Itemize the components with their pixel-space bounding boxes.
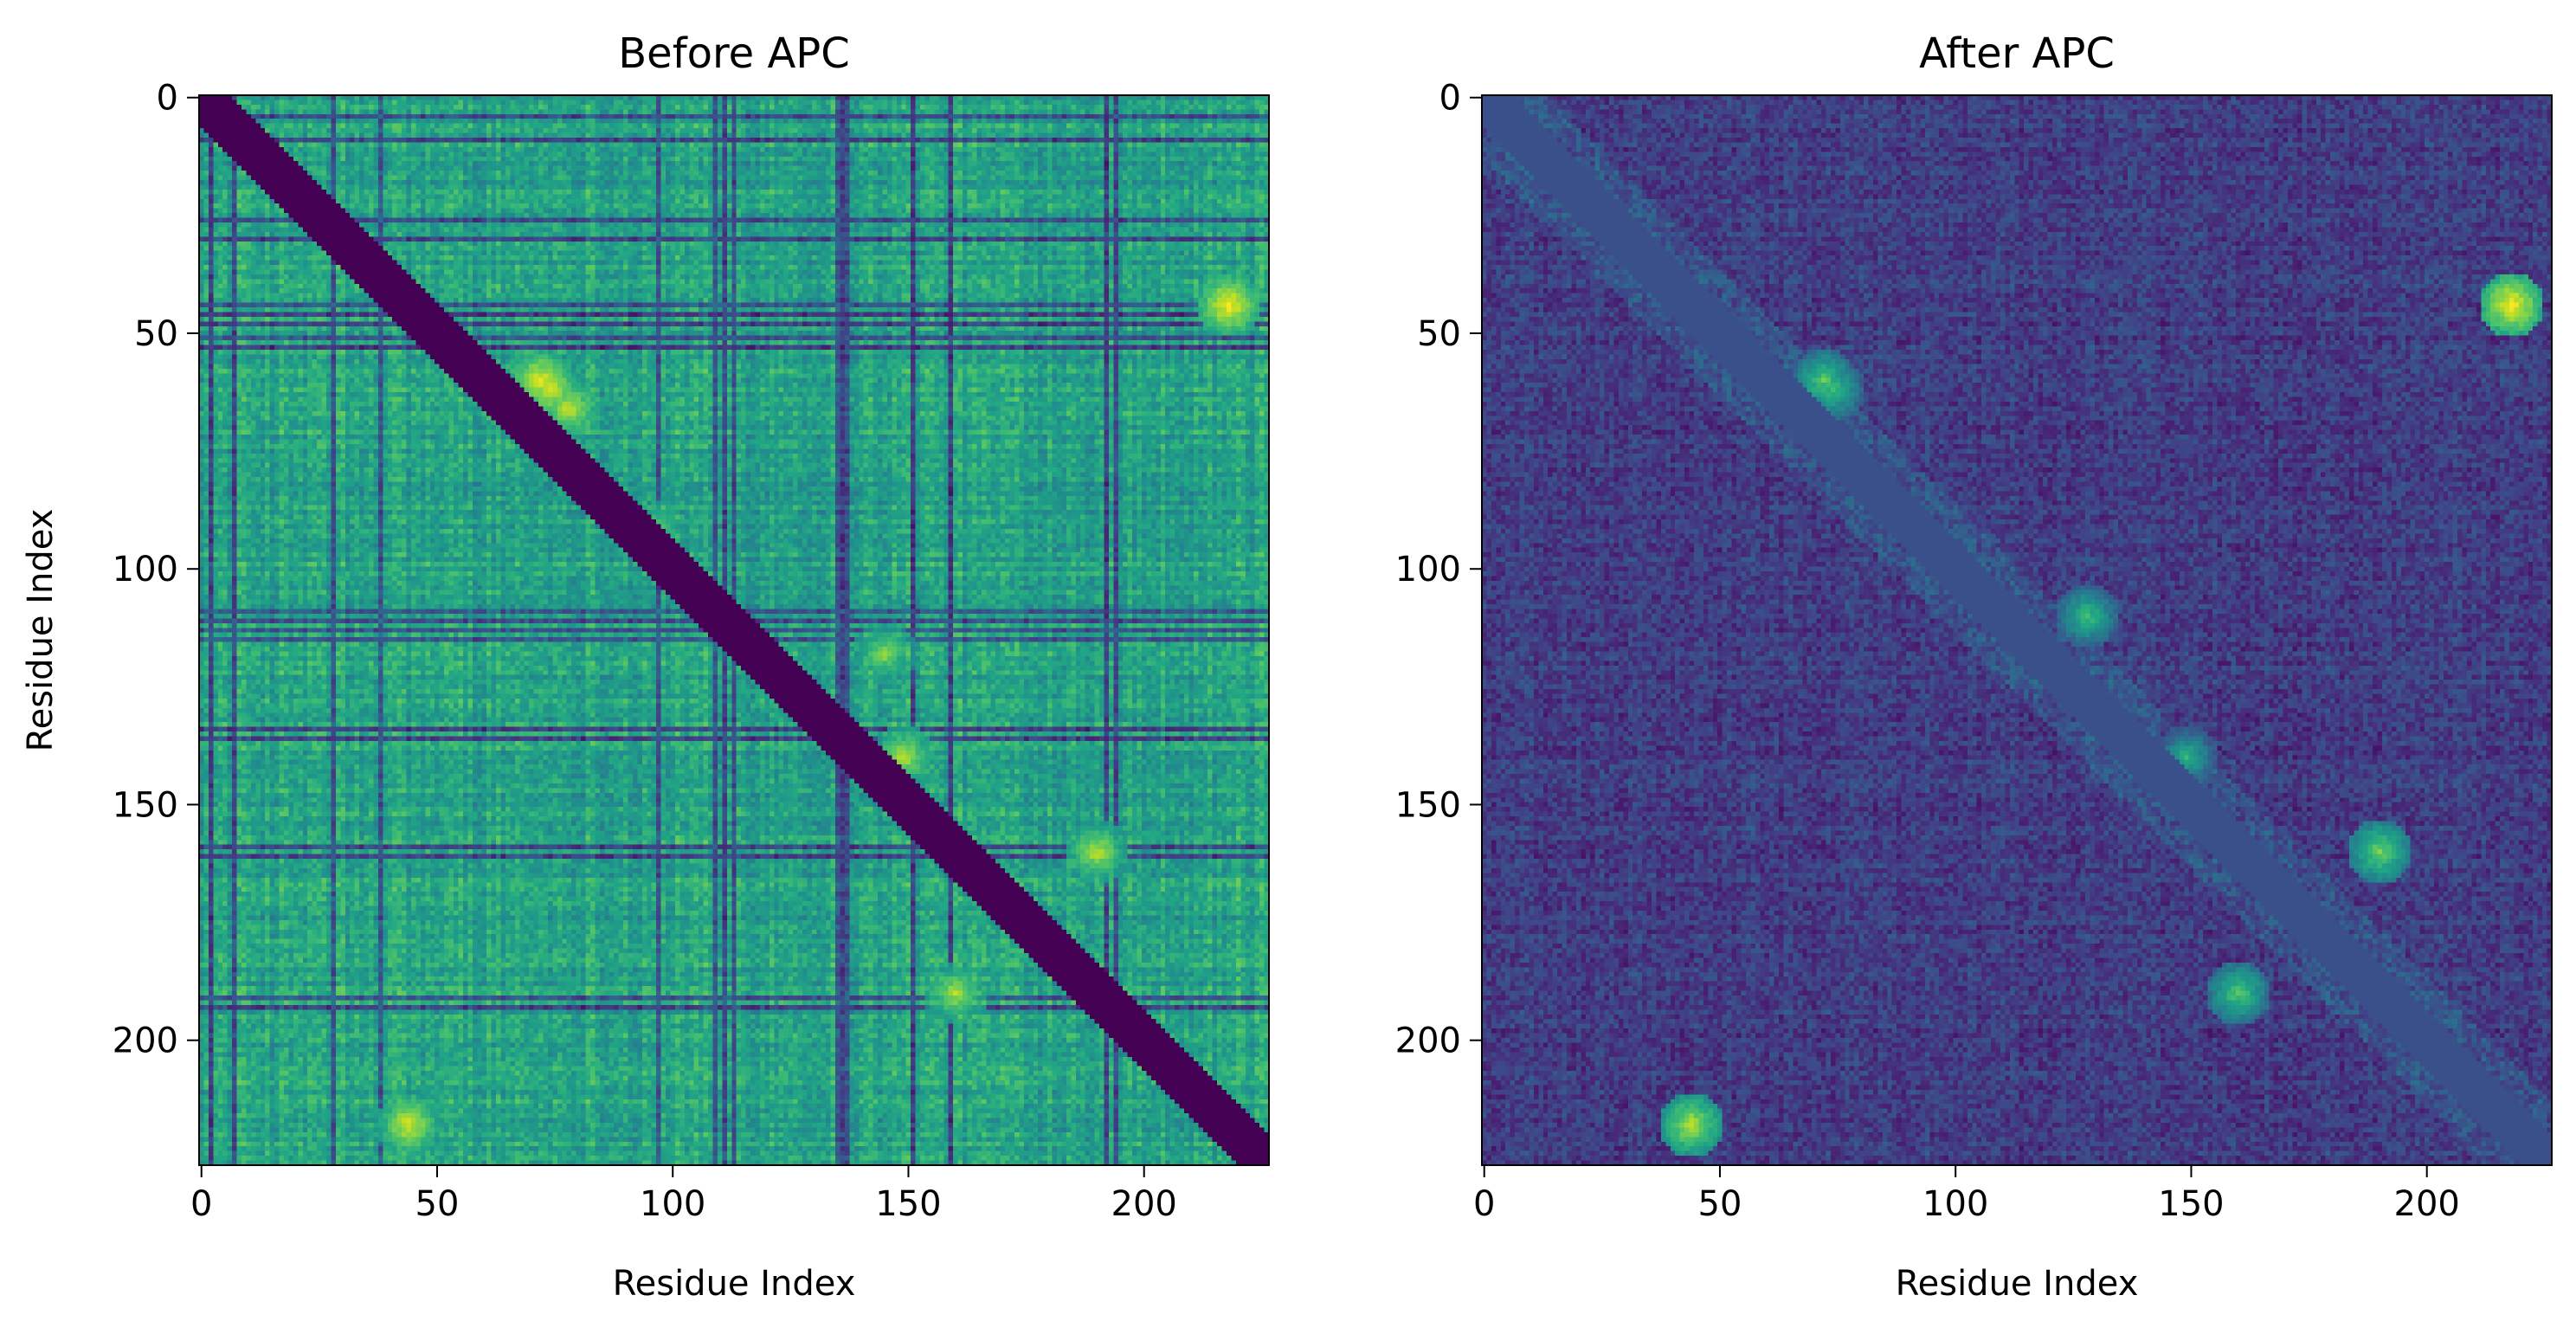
y-tick-label: 100 — [113, 550, 178, 590]
y-tick-label: 0 — [1439, 79, 1461, 119]
y-tick-label: 200 — [113, 1021, 178, 1061]
x-tick-label: 100 — [640, 1184, 705, 1224]
x-tick-label: 0 — [1473, 1184, 1495, 1224]
x-tick-label: 0 — [190, 1184, 212, 1224]
panel-title: Before APC — [618, 29, 850, 78]
x-axis-label: Residue Index — [1896, 1264, 2139, 1304]
x-tick-label: 50 — [415, 1184, 460, 1224]
panel-after-apc: After APC Residue Index 0 50 100 150 200 0 50 1… — [1395, 29, 2553, 1304]
panel-before-apc: Before APC Residue Index Residue Index 0… — [21, 29, 1270, 1304]
heatmap-after-apc — [1482, 95, 2552, 1165]
y-axis-label: Residue Index — [21, 509, 61, 752]
y-tick-label: 50 — [134, 314, 178, 354]
ticks: 0 50 100 150 200 0 50 100 150 200 — [1395, 79, 2460, 1224]
x-tick-label: 200 — [1111, 1184, 1177, 1224]
x-axis-label: Residue Index — [613, 1264, 856, 1304]
y-tick-label: 100 — [1395, 550, 1461, 590]
y-tick-label: 150 — [1395, 785, 1461, 825]
panel-title: After APC — [1919, 29, 2115, 78]
y-tick-label: 200 — [1395, 1021, 1461, 1061]
x-tick-label: 150 — [875, 1184, 941, 1224]
x-tick-label: 200 — [2394, 1184, 2460, 1224]
x-tick-label: 50 — [1698, 1184, 1742, 1224]
axes-frame — [198, 94, 1270, 1166]
x-tick-label: 100 — [1922, 1184, 1988, 1224]
y-tick-label: 0 — [157, 79, 178, 119]
y-tick-label: 150 — [113, 785, 178, 825]
axes-frame — [1481, 94, 2553, 1166]
ticks: 0 50 100 150 200 0 50 100 150 200 — [113, 79, 1177, 1224]
y-tick-label: 50 — [1417, 314, 1461, 354]
heatmap-before-apc — [199, 95, 1269, 1165]
x-tick-label: 150 — [2158, 1184, 2224, 1224]
